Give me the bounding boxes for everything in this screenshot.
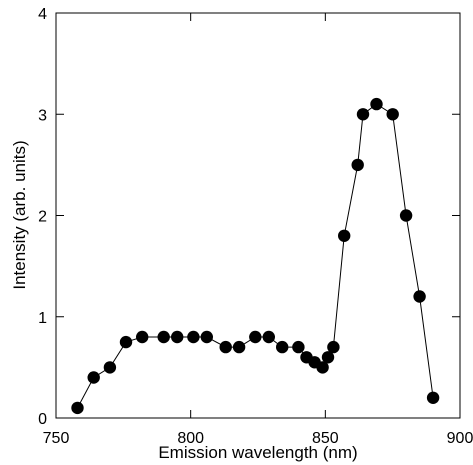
y-tick-label: 1 [38, 310, 47, 327]
x-tick-label: 750 [43, 430, 70, 447]
x-tick-label: 800 [177, 430, 204, 447]
y-tick-label: 4 [38, 6, 47, 23]
series-line [77, 103, 434, 409]
y-axis-tick-labels: 0 1 2 3 4 [38, 6, 47, 428]
y-axis-ticks [56, 12, 460, 419]
data-point [71, 401, 84, 415]
x-axis-tick-labels: 750 800 850 900 [43, 430, 473, 447]
data-point [232, 340, 246, 354]
y-tick-label: 3 [38, 107, 47, 124]
data-point [87, 371, 100, 384]
y-tick-label: 2 [38, 209, 47, 226]
data-point [262, 330, 275, 344]
y-axis-label: Intensity (arb. units) [10, 140, 29, 289]
data-point [316, 361, 329, 374]
x-tick-label: 900 [447, 430, 473, 447]
data-point [356, 108, 370, 121]
data-point [399, 209, 413, 222]
data-point [136, 330, 149, 344]
data-point [249, 330, 262, 344]
x-axis-ticks [55, 13, 461, 418]
data-point [276, 340, 289, 354]
y-tick-label: 0 [38, 411, 47, 428]
data-point [187, 330, 200, 344]
data-point [157, 330, 170, 344]
data-point [119, 335, 133, 349]
x-tick-label: 850 [312, 430, 339, 447]
data-point [219, 340, 232, 354]
data-point [321, 351, 335, 364]
data-point [413, 290, 426, 303]
data-point [171, 330, 184, 344]
data-point [386, 108, 399, 121]
data-point [200, 330, 213, 344]
data-point [327, 340, 340, 354]
data-point [338, 229, 351, 242]
data-point [351, 158, 364, 172]
data-point [426, 391, 440, 404]
x-axis-label: Emission wavelength (nm) [158, 443, 357, 462]
data-point [103, 361, 117, 374]
data-point [292, 340, 305, 354]
data-points [71, 97, 440, 415]
data-point [370, 97, 383, 111]
